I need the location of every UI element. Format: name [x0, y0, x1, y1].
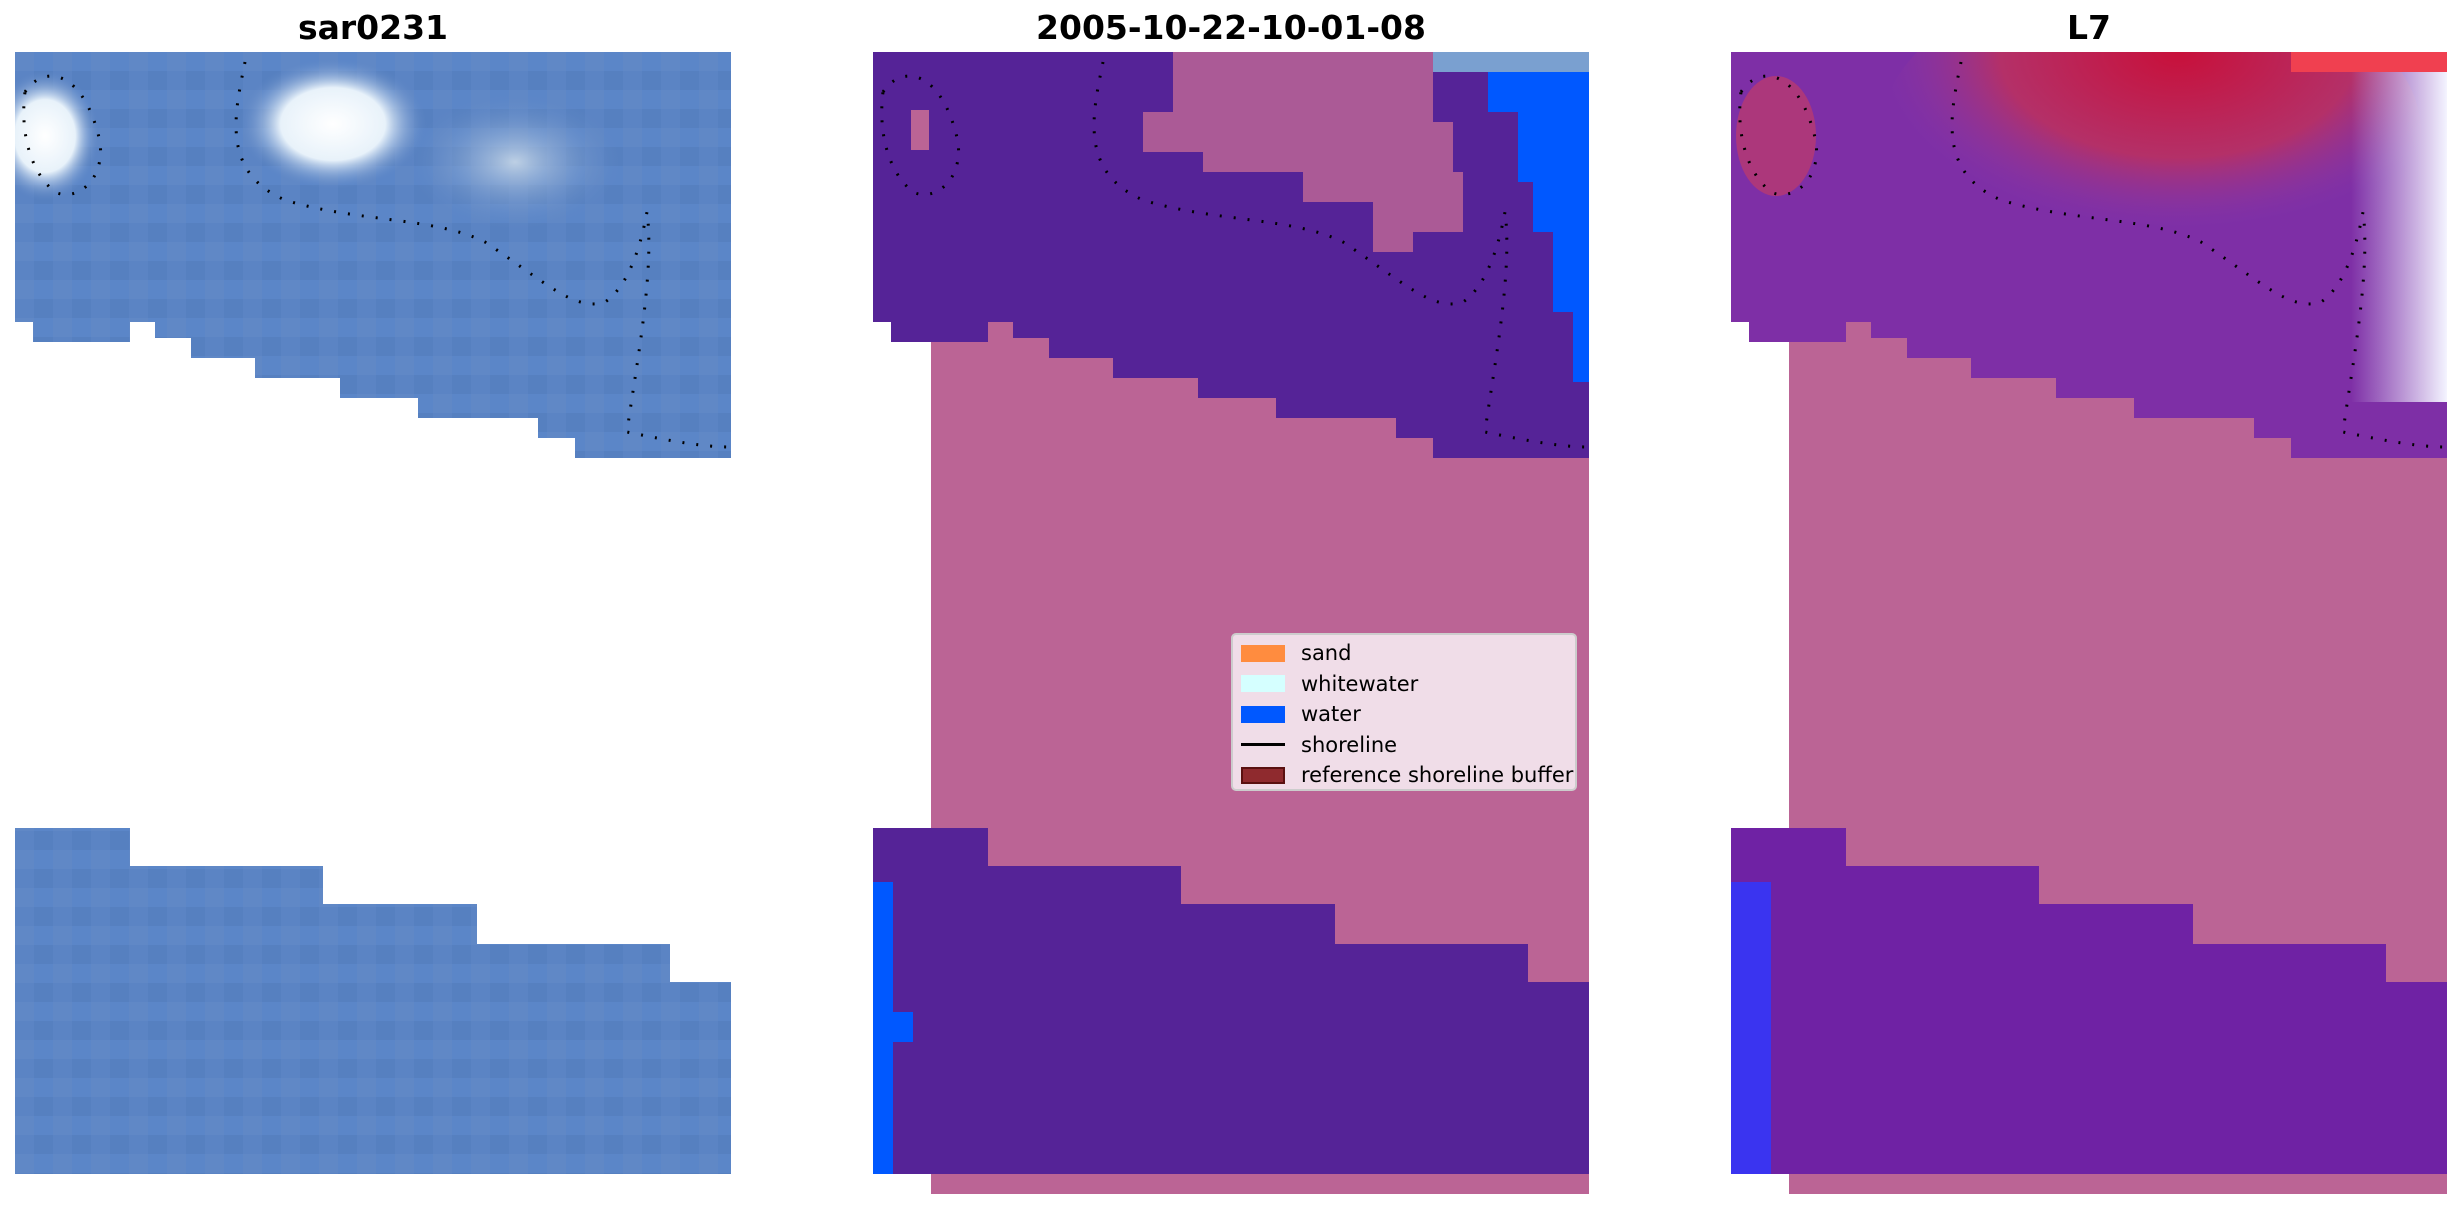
- index-red-corner: [2291, 52, 2447, 72]
- index-white-edge: [2351, 72, 2447, 402]
- foam-left: [15, 70, 100, 202]
- legend-swatch-shoreline: [1241, 743, 1285, 747]
- legend-label-whitewater: whitewater: [1301, 671, 1419, 696]
- index-lower-blue: [1731, 882, 1771, 1174]
- rgb-lower-region: [15, 828, 731, 1174]
- foam-center: [238, 58, 428, 190]
- panel-title-2: 2005-10-22-10-01-08: [1036, 8, 1426, 47]
- legend-label-reference-buffer: reference shoreline buffer: [1301, 763, 1574, 788]
- legend-label-water: water: [1301, 702, 1361, 727]
- legend-label-shoreline: shoreline: [1301, 732, 1398, 757]
- shoreline-dots-index: [1738, 61, 2447, 449]
- legend-swatch-reference-buffer: [1241, 766, 1285, 784]
- panel-title-1: sar0231: [297, 8, 449, 47]
- rgb-image-panel: [15, 52, 731, 1174]
- class-lower-water: [873, 882, 913, 1174]
- legend-item-whitewater: whitewater: [1241, 669, 1567, 700]
- panel-title-3: L7: [2067, 8, 2111, 47]
- classified-image-panel: [873, 52, 1589, 1194]
- class-top-strip: [1433, 52, 1589, 72]
- legend-swatch-sand: [1241, 644, 1285, 662]
- class-water-right: [1488, 52, 1589, 382]
- legend-item-shoreline: shoreline: [1241, 730, 1567, 761]
- foam-haze: [405, 92, 625, 232]
- index-lower-purple: [1731, 828, 2447, 1174]
- class-bottom-buffer: [931, 1174, 1589, 1194]
- shoreline-dots-class: [880, 61, 1589, 449]
- index-image-panel: [1731, 52, 2447, 1194]
- legend-item-sand: sand: [1241, 638, 1567, 669]
- index-left-spot: [1736, 76, 1816, 196]
- legend-item-water: water: [1241, 699, 1567, 730]
- legend-item-reference-buffer: reference shoreline buffer: [1241, 760, 1573, 791]
- legend-label-sand: sand: [1301, 641, 1352, 666]
- class-lower-water-dark: [873, 828, 1589, 1174]
- class-buffer-top: [1143, 52, 1463, 252]
- legend: sand whitewater water shoreline referenc…: [1231, 633, 1577, 791]
- index-red-zone: [1881, 52, 2421, 292]
- shoreline-dots-rgb: [22, 61, 731, 449]
- legend-swatch-whitewater: [1241, 675, 1285, 693]
- legend-swatch-water: [1241, 705, 1285, 723]
- class-small-patch: [911, 110, 929, 150]
- index-bottom-buffer: [1789, 1174, 2447, 1194]
